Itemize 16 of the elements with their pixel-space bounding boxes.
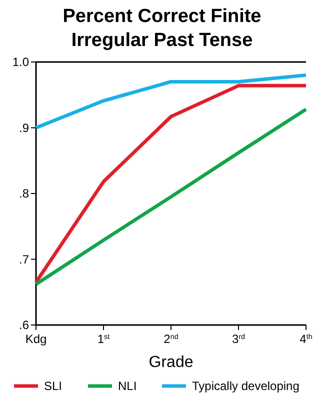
legend-label: Typically developing bbox=[192, 379, 300, 394]
y-tick-label: .9 bbox=[18, 120, 30, 135]
x-tick-label: 4$^{th}$ bbox=[300, 332, 312, 346]
x-tick-label: Kdg bbox=[25, 332, 47, 346]
x-tick-label: 2$^{nd}$ bbox=[164, 332, 178, 346]
x-axis-title: Grade bbox=[148, 354, 194, 371]
y-tick-label: .7 bbox=[18, 252, 30, 266]
y-tick-label: .6 bbox=[18, 318, 30, 332]
y-tick-label: 1.0 bbox=[12, 55, 30, 70]
chart-title: Percent Correct Finite Irregular Past Tense bbox=[62, 6, 262, 51]
y-tick-label: .8 bbox=[18, 186, 30, 201]
line-series bbox=[34, 73, 308, 130]
legend-label: SLI bbox=[44, 379, 62, 394]
x-tick-label: 3$^{rd}$ bbox=[232, 332, 246, 346]
x-tick-label: 1$^{st}$ bbox=[97, 332, 110, 346]
legend-label: NLI bbox=[118, 379, 137, 394]
